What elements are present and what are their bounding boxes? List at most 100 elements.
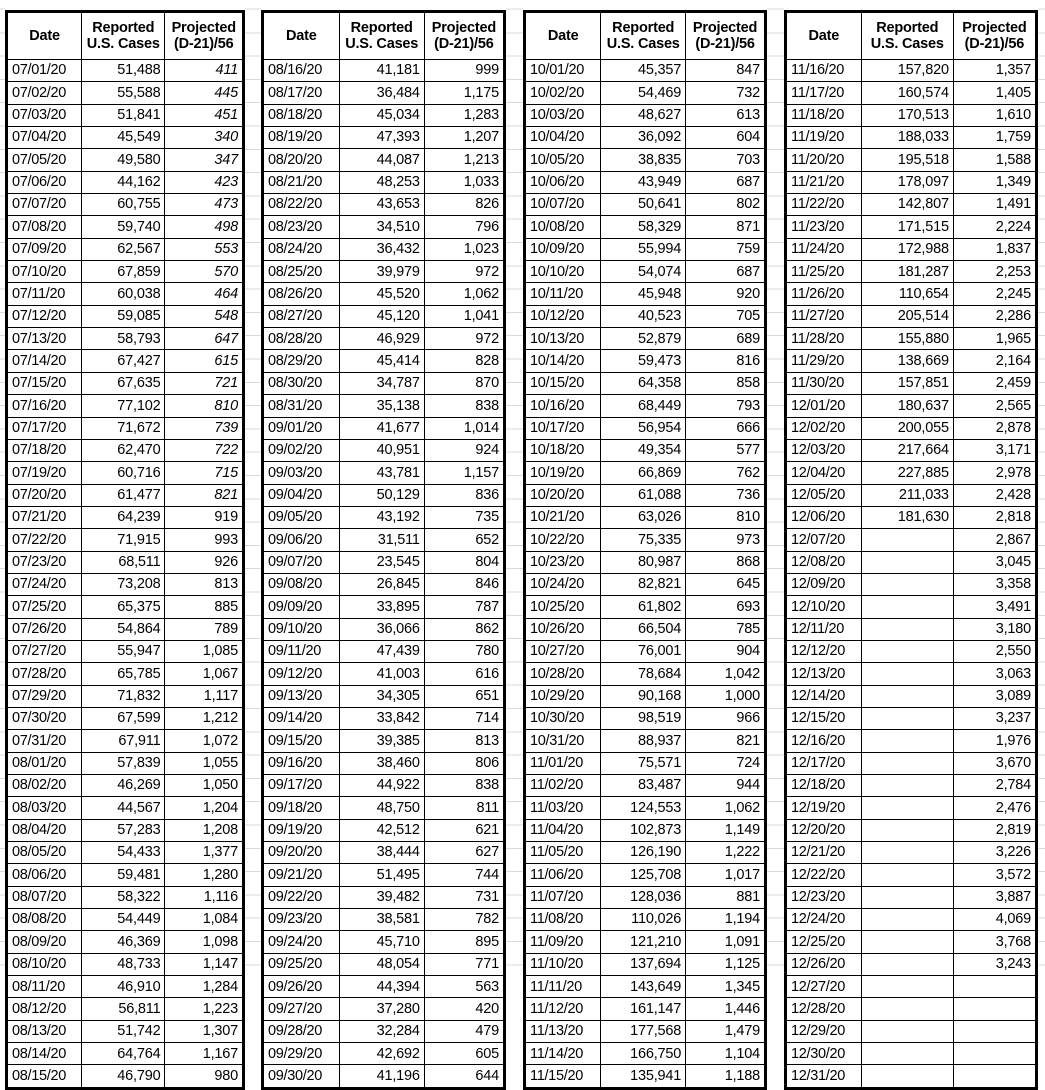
table-row[interactable]: 10/27/20 76,001 904 bbox=[524, 639, 765, 664]
cell-date[interactable]: 10/09/20 bbox=[524, 237, 602, 262]
cell-projected[interactable]: 1,116 bbox=[164, 885, 243, 910]
cell-projected[interactable]: 1,091 bbox=[685, 930, 765, 954]
table-row[interactable]: 12/07/20 2,867 bbox=[786, 528, 1037, 552]
cell-date[interactable]: 12/29/20 bbox=[786, 1019, 862, 1044]
cell-projected[interactable]: 919 bbox=[164, 505, 243, 530]
cell-date[interactable]: 11/21/20 bbox=[786, 170, 862, 195]
cell-reported-cases[interactable]: 40,523 bbox=[600, 304, 687, 329]
cell-projected[interactable]: 3,045 bbox=[952, 550, 1037, 574]
cell-projected[interactable]: 782 bbox=[423, 908, 505, 932]
table-row[interactable]: 12/18/20 2,784 bbox=[786, 773, 1037, 798]
table-row[interactable]: 09/09/20 33,895 787 bbox=[263, 595, 505, 619]
cell-date[interactable]: 12/18/20 bbox=[786, 773, 862, 798]
cell-reported-cases[interactable]: 65,785 bbox=[81, 662, 166, 686]
cell-reported-cases[interactable] bbox=[860, 908, 954, 932]
table-row[interactable]: 07/23/20 68,511 926 bbox=[6, 550, 243, 574]
cell-date[interactable]: 07/27/20 bbox=[6, 639, 83, 664]
table-row[interactable]: 10/30/20 98,519 966 bbox=[524, 706, 765, 731]
cell-date[interactable]: 08/13/20 bbox=[6, 1019, 83, 1044]
cell-reported-cases[interactable]: 59,740 bbox=[81, 215, 166, 239]
cell-date[interactable]: 07/23/20 bbox=[6, 550, 83, 574]
cell-date[interactable]: 07/22/20 bbox=[6, 528, 83, 552]
cell-projected[interactable]: 1,050 bbox=[164, 773, 243, 798]
cell-projected[interactable]: 1,072 bbox=[164, 729, 243, 753]
table-row[interactable]: 10/02/20 54,469 732 bbox=[524, 81, 765, 105]
cell-projected[interactable]: 479 bbox=[423, 1019, 505, 1044]
cell-reported-cases[interactable]: 67,859 bbox=[81, 260, 166, 284]
cell-projected[interactable]: 1,117 bbox=[164, 684, 243, 708]
cell-reported-cases[interactable]: 60,038 bbox=[81, 282, 166, 306]
cell-projected[interactable]: 789 bbox=[164, 617, 243, 641]
table-row[interactable]: 09/10/20 36,066 862 bbox=[263, 617, 505, 641]
cell-reported-cases[interactable]: 135,941 bbox=[600, 1064, 687, 1088]
cell-date[interactable]: 10/22/20 bbox=[524, 528, 602, 552]
cell-reported-cases[interactable]: 48,253 bbox=[338, 170, 425, 195]
cell-projected[interactable]: 1,188 bbox=[685, 1064, 765, 1088]
table-row[interactable]: 11/08/20 110,026 1,194 bbox=[524, 908, 765, 932]
cell-date[interactable]: 09/12/20 bbox=[263, 662, 340, 686]
cell-projected[interactable]: 340 bbox=[164, 126, 243, 150]
table-row[interactable]: 07/17/20 71,672 739 bbox=[6, 416, 243, 440]
table-row[interactable]: 09/15/20 39,385 813 bbox=[263, 729, 505, 753]
cell-date[interactable]: 09/23/20 bbox=[263, 908, 340, 932]
cell-projected[interactable]: 687 bbox=[685, 170, 765, 195]
table-row[interactable]: 10/01/20 45,357 847 bbox=[524, 58, 765, 83]
cell-projected[interactable]: 1,167 bbox=[164, 1042, 243, 1066]
table-row[interactable]: 12/08/20 3,045 bbox=[786, 550, 1037, 574]
cell-date[interactable]: 10/18/20 bbox=[524, 438, 602, 463]
table-row[interactable]: 07/03/20 51,841 451 bbox=[6, 103, 243, 128]
cell-date[interactable]: 08/23/20 bbox=[263, 215, 340, 239]
cell-reported-cases[interactable]: 56,811 bbox=[81, 997, 166, 1021]
cell-date[interactable]: 09/10/20 bbox=[263, 617, 340, 641]
table-row[interactable]: 08/29/20 45,414 828 bbox=[263, 349, 505, 373]
cell-projected[interactable]: 1,307 bbox=[164, 1019, 243, 1044]
cell-date[interactable]: 10/04/20 bbox=[524, 126, 602, 150]
table-row[interactable]: 08/04/20 57,283 1,208 bbox=[6, 818, 243, 843]
cell-projected[interactable]: 651 bbox=[423, 684, 505, 708]
cell-date[interactable]: 10/16/20 bbox=[524, 394, 602, 418]
table-row[interactable]: 07/14/20 67,427 615 bbox=[6, 349, 243, 373]
cell-reported-cases[interactable]: 102,873 bbox=[600, 818, 687, 843]
table-row[interactable]: 07/04/20 45,549 340 bbox=[6, 126, 243, 150]
table-row[interactable]: 10/18/20 49,354 577 bbox=[524, 438, 765, 463]
cell-projected[interactable]: 847 bbox=[685, 58, 765, 83]
table-row[interactable]: 08/03/20 44,567 1,204 bbox=[6, 796, 243, 820]
cell-projected[interactable]: 3,670 bbox=[952, 751, 1037, 776]
cell-projected[interactable]: 1,149 bbox=[685, 818, 765, 843]
cell-date[interactable]: 11/01/20 bbox=[524, 751, 602, 776]
cell-reported-cases[interactable]: 45,710 bbox=[338, 930, 425, 954]
cell-date[interactable]: 10/24/20 bbox=[524, 572, 602, 597]
cell-projected[interactable]: 1,104 bbox=[685, 1042, 765, 1066]
cell-date[interactable]: 11/10/20 bbox=[524, 952, 602, 977]
cell-date[interactable]: 08/28/20 bbox=[263, 327, 340, 351]
table-row[interactable]: 12/20/20 2,819 bbox=[786, 818, 1037, 843]
cell-projected[interactable]: 1,280 bbox=[164, 863, 243, 887]
cell-date[interactable]: 10/08/20 bbox=[524, 215, 602, 239]
cell-projected[interactable]: 871 bbox=[685, 215, 765, 239]
table-row[interactable]: 11/18/20 170,513 1,610 bbox=[786, 103, 1037, 128]
table-row[interactable]: 09/02/20 40,951 924 bbox=[263, 438, 505, 463]
cell-reported-cases[interactable]: 54,449 bbox=[81, 908, 166, 932]
cell-reported-cases[interactable]: 59,473 bbox=[600, 349, 687, 373]
cell-date[interactable]: 10/20/20 bbox=[524, 483, 602, 507]
table-row[interactable]: 12/16/20 1,976 bbox=[786, 729, 1037, 753]
cell-date[interactable]: 07/24/20 bbox=[6, 572, 83, 597]
cell-projected[interactable]: 1,017 bbox=[685, 863, 765, 887]
table-row[interactable]: 07/07/20 60,755 473 bbox=[6, 193, 243, 217]
table-row[interactable]: 08/25/20 39,979 972 bbox=[263, 260, 505, 284]
cell-projected[interactable]: 736 bbox=[685, 483, 765, 507]
cell-reported-cases[interactable]: 110,654 bbox=[860, 282, 954, 306]
table-row[interactable]: 07/26/20 54,864 789 bbox=[6, 617, 243, 641]
table-row[interactable]: 08/15/20 46,790 980 bbox=[6, 1064, 243, 1088]
cell-projected[interactable]: 613 bbox=[685, 103, 765, 128]
table-row[interactable]: 11/06/20 125,708 1,017 bbox=[524, 863, 765, 887]
cell-reported-cases[interactable] bbox=[860, 528, 954, 552]
cell-date[interactable]: 09/15/20 bbox=[263, 729, 340, 753]
cell-projected[interactable] bbox=[952, 997, 1037, 1021]
cell-date[interactable]: 07/11/20 bbox=[6, 282, 83, 306]
cell-reported-cases[interactable] bbox=[860, 1064, 954, 1088]
cell-reported-cases[interactable]: 125,708 bbox=[600, 863, 687, 887]
cell-date[interactable]: 11/04/20 bbox=[524, 818, 602, 843]
table-row[interactable]: 10/12/20 40,523 705 bbox=[524, 304, 765, 329]
cell-reported-cases[interactable] bbox=[860, 706, 954, 731]
